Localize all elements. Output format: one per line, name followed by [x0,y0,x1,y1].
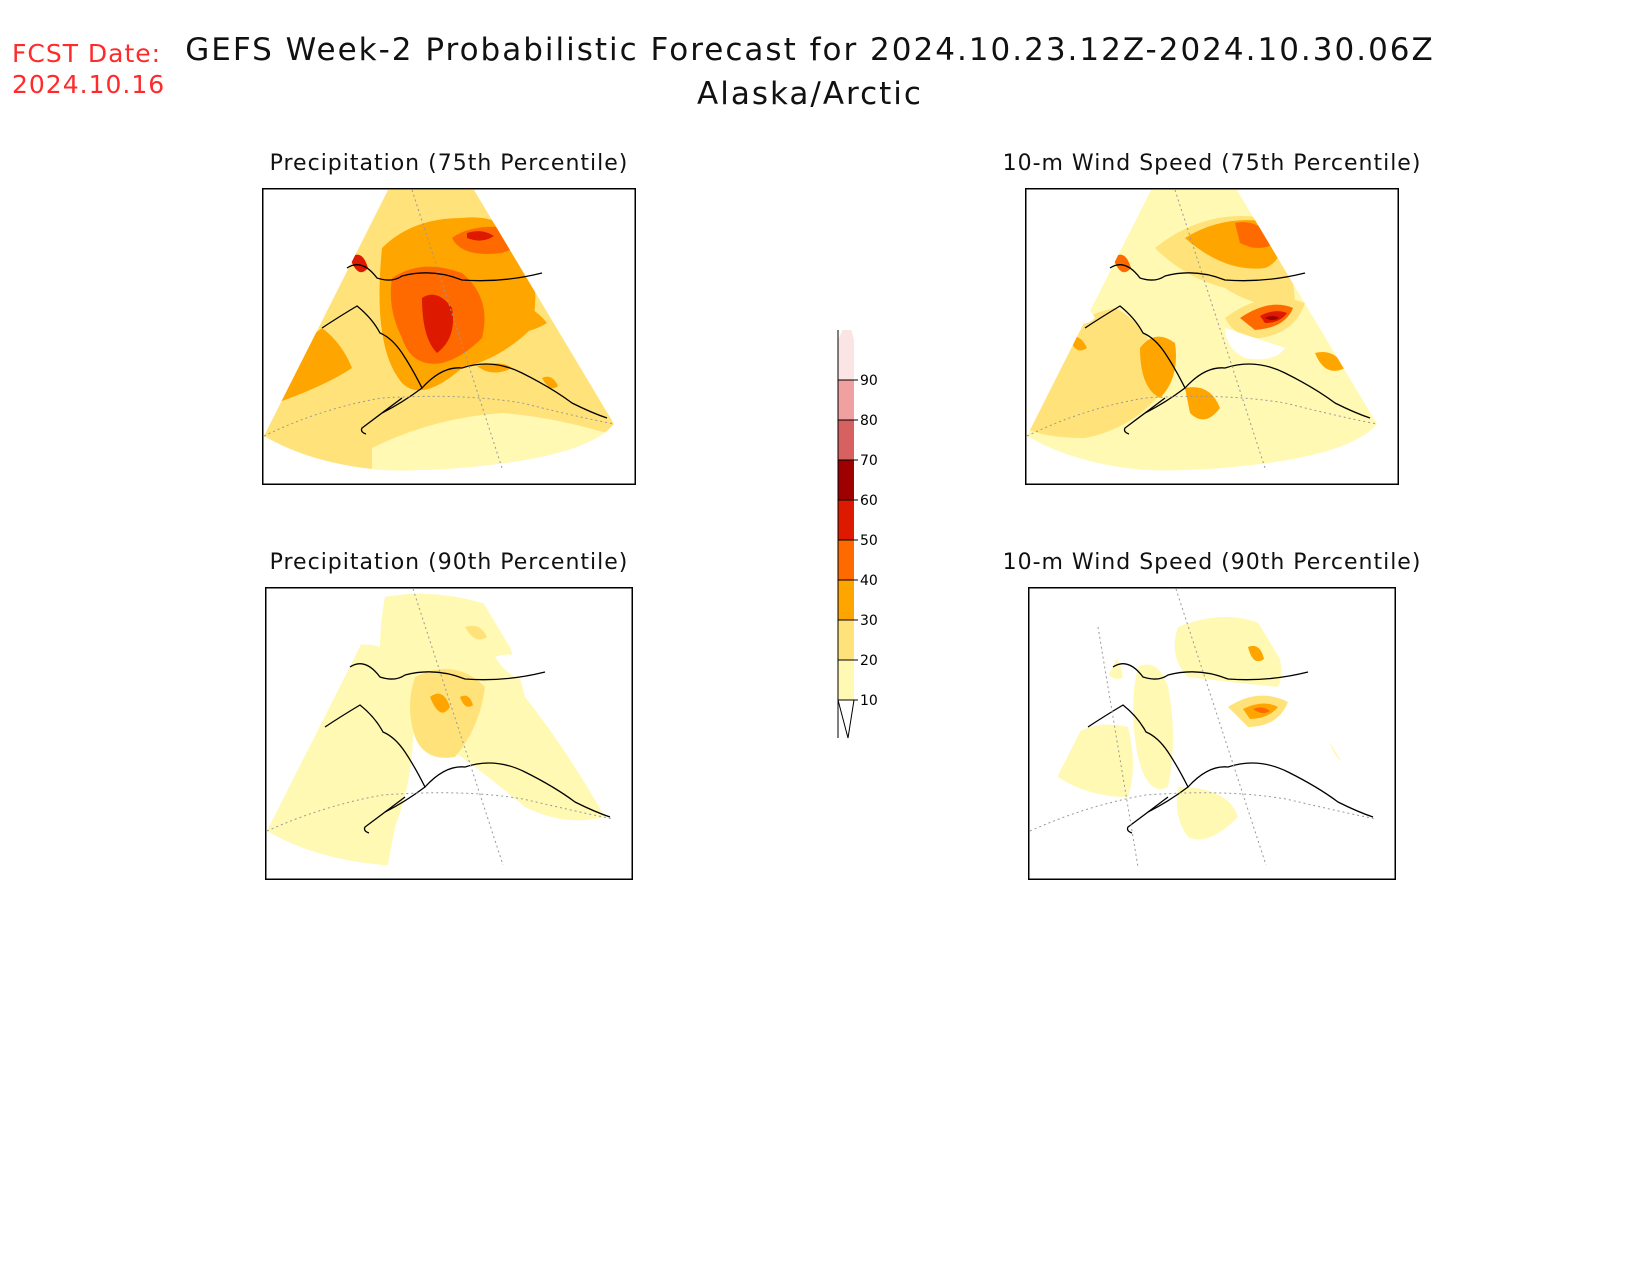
colorbar-tick-label: 80 [860,413,878,429]
map-precip75 [262,188,636,485]
colorbar-tick-label: 40 [860,573,878,589]
colorbar-tick-label: 20 [860,653,878,669]
colorbar-tick-label: 70 [860,453,878,469]
panel-title-precip75: Precipitation (75th Percentile) [269,151,629,176]
map-precip90 [265,587,633,880]
colorbar-swatch [838,580,854,620]
page-title: GEFS Week-2 Probabilistic Forecast for 2… [185,32,1435,68]
colorbar-tick-label: 50 [860,533,878,549]
colorbar-swatch [838,460,854,500]
colorbar-tick-label: 10 [860,693,878,709]
map-wind75 [1025,188,1399,485]
colorbar-swatch [838,500,854,540]
colorbar-swatch [838,380,854,420]
fcst-date-value: 2024.10.16 [12,70,166,99]
fcst-date-label: FCST Date: [12,39,162,68]
panel-title-precip90: Precipitation (90th Percentile) [269,550,629,575]
colorbar-tick-label: 90 [860,373,878,389]
colorbar-swatch [838,660,854,700]
colorbar-swatch [838,340,854,380]
panel-title-wind75: 10-m Wind Speed (75th Percentile) [1002,151,1422,176]
colorbar-tick-label: 60 [860,493,878,509]
colorbar-upper-extension [838,330,854,340]
colorbar-tick-label: 30 [860,613,878,629]
colorbar-lower-extension [837,699,855,739]
colorbar-swatch [838,420,854,460]
map-wind90 [1028,587,1396,880]
colorbar-swatch [838,540,854,580]
fcst-date: FCST Date: 2024.10.16 [12,38,165,100]
colorbar-swatch [838,620,854,660]
colorbar: 10 20 30 40 50 60 70 80 90 [837,330,878,739]
page-subtitle: Alaska/Arctic [697,76,923,112]
panel-title-wind90: 10-m Wind Speed (90th Percentile) [1002,550,1422,575]
